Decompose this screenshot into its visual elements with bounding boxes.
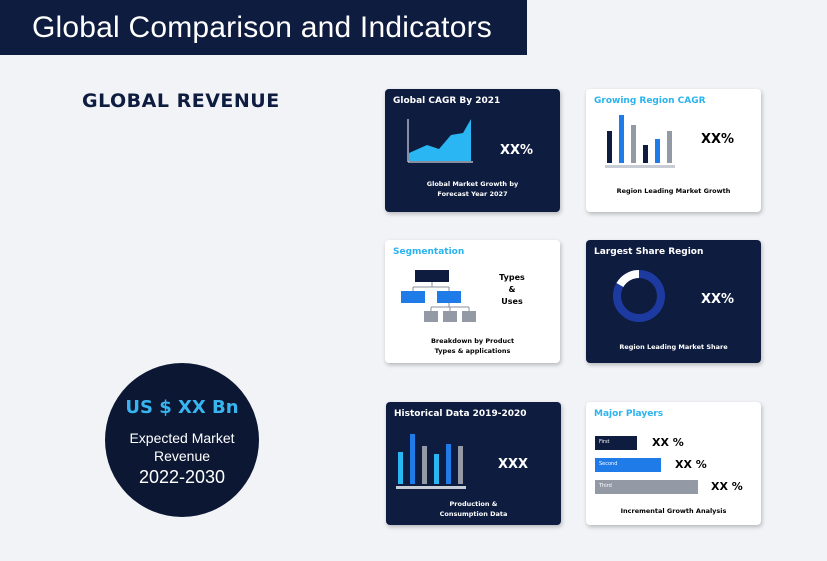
- revenue-label-line1: Expected Market: [129, 430, 235, 446]
- player-bar-second: [595, 458, 661, 472]
- cagr-card: Global CAGR By 2021 XX% Global Market Gr…: [385, 89, 560, 212]
- growing-value: XX%: [701, 132, 735, 147]
- cagr-value: XX%: [500, 143, 534, 158]
- cagr-caption-line1: Global Market Growth by: [426, 180, 519, 188]
- historical-caption: Production & Consumption Data: [386, 499, 561, 519]
- revenue-label: Expected Market Revenue: [105, 429, 259, 465]
- historical-card-title: Historical Data 2019-2020: [394, 409, 527, 419]
- page-header: Global Comparison and Indicators: [0, 0, 527, 55]
- player-bar-third-label: Third: [599, 483, 612, 489]
- revenue-amount: US $ XX Bn: [125, 397, 239, 418]
- player-bar-second-value: XX %: [675, 458, 707, 471]
- page-title: Global Comparison and Indicators: [32, 10, 492, 44]
- player-bar-second-label: Second: [599, 461, 618, 467]
- segmentation-caption-line1: Breakdown by Product: [430, 337, 515, 345]
- bar-chart-icon: [605, 115, 675, 168]
- historical-caption-line2: Consumption Data: [439, 510, 508, 518]
- players-card-title: Major Players: [594, 409, 664, 419]
- revenue-label-line2: Revenue: [153, 448, 211, 464]
- historical-value: XXX: [498, 457, 529, 472]
- segmentation-card: Segmentation Types & Uses Breakdown by P…: [385, 240, 560, 363]
- historical-card: Historical Data 2019-2020 XXX Production…: [386, 402, 561, 525]
- player-bar-third-value: XX %: [711, 480, 743, 493]
- largest-card: Largest Share Region XX% Region Leading …: [586, 240, 761, 363]
- donut-chart-icon: [613, 269, 665, 322]
- revenue-years: 2022-2030: [138, 467, 226, 487]
- growing-card: Growing Region CAGR XX% Region Leading M…: [586, 89, 761, 212]
- hierarchy-icon: [401, 270, 476, 322]
- growing-card-title: Growing Region CAGR: [594, 96, 706, 106]
- segmentation-types-line2: &: [508, 285, 516, 294]
- player-bar-first: [595, 436, 637, 450]
- cagr-caption-line2: Forecast Year 2027: [437, 190, 508, 198]
- player-bar-first-label: First: [599, 439, 610, 445]
- segmentation-types-line3: Uses: [501, 297, 523, 306]
- segmentation-caption-line2: Types & applications: [434, 347, 511, 355]
- cagr-card-title: Global CAGR By 2021: [393, 96, 501, 106]
- growing-caption: Region Leading Market Growth: [616, 187, 731, 195]
- section-label: GLOBAL REVENUE: [82, 90, 280, 112]
- segmentation-caption: Breakdown by Product Types & application…: [385, 336, 560, 356]
- revenue-circle: US $ XX Bn Expected Market Revenue 2022-…: [105, 363, 259, 517]
- players-caption: Incremental Growth Analysis: [620, 507, 727, 515]
- column-chart-icon: [396, 434, 466, 489]
- player-bar-first-value: XX %: [652, 436, 684, 449]
- player-bar-third: [595, 480, 698, 494]
- area-chart-icon: [407, 119, 473, 163]
- cagr-caption: Global Market Growth by Forecast Year 20…: [385, 179, 560, 199]
- segmentation-types: Types & Uses: [490, 272, 534, 308]
- players-card: Major Players First XX % Second XX % Thi…: [586, 402, 761, 525]
- segmentation-types-line1: Types: [499, 273, 525, 282]
- largest-caption: Region Leading Market Share: [619, 343, 728, 351]
- largest-card-title: Largest Share Region: [594, 247, 704, 257]
- largest-value: XX%: [701, 292, 735, 307]
- segmentation-card-title: Segmentation: [393, 247, 465, 257]
- historical-caption-line1: Production &: [449, 500, 498, 508]
